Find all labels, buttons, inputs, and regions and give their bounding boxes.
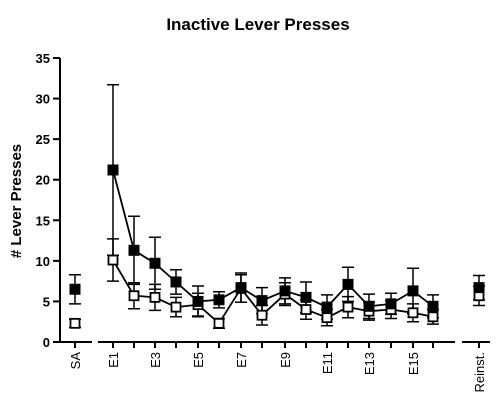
series-2-point	[256, 309, 268, 321]
series-1-point	[149, 257, 161, 269]
x-tick-label: Reinst.	[472, 352, 487, 392]
y-tick-label: 20	[36, 173, 50, 188]
x-tick-label: E3	[148, 352, 163, 368]
series-1-point	[279, 285, 291, 297]
series-1-point	[69, 283, 81, 295]
y-tick-label: 5	[43, 294, 50, 309]
series-1-point	[342, 278, 354, 290]
series-lines	[112, 169, 434, 325]
series-1-point	[235, 282, 247, 294]
y-axis-label: # Lever Presses	[8, 144, 25, 258]
x-tick-label: E7	[234, 352, 249, 368]
series-1-point	[213, 294, 225, 306]
series-1-point	[385, 298, 397, 310]
series-1-point	[192, 295, 204, 307]
y-ticks: 0 5 10 15 20 25 30 35	[36, 51, 60, 350]
series-1-point	[300, 291, 312, 303]
series-1-line	[112, 169, 434, 309]
x-tick-label: E5	[191, 352, 206, 368]
y-tick-label: 15	[36, 213, 50, 228]
x-ticks: SA E1 E3 E5 E7 E9 E11 E13 E15 Reinst.	[68, 342, 487, 392]
x-tick-label: E1	[106, 352, 121, 368]
series-2-point	[213, 317, 225, 329]
series-2-point	[407, 307, 419, 319]
x-tick-label: E11	[320, 352, 335, 374]
data-points	[69, 164, 485, 329]
series-2-point	[149, 291, 161, 303]
x-tick-label: E15	[406, 352, 421, 375]
series-2-line	[112, 259, 434, 325]
series-1-point	[170, 276, 182, 288]
series-1-point	[321, 301, 333, 313]
series-2-point	[300, 304, 312, 315]
series-2-point	[69, 317, 81, 329]
series-2-point	[128, 290, 140, 302]
x-tick-label: SA	[68, 352, 83, 370]
y-tick-label: 25	[36, 132, 50, 147]
axes	[59, 58, 490, 343]
series-1-point	[407, 285, 419, 297]
series-1-point	[473, 282, 485, 294]
series-1-point	[107, 164, 119, 176]
x-tick-label: E13	[362, 352, 377, 375]
chart-title: Inactive Lever Presses	[166, 15, 349, 34]
series-2-point	[321, 312, 333, 324]
y-tick-label: 0	[43, 335, 50, 350]
series-1-point	[363, 300, 375, 312]
series-1-point	[256, 295, 268, 307]
y-tick-label: 35	[36, 51, 50, 66]
y-tick-label: 10	[36, 254, 50, 269]
series-1-point	[427, 300, 439, 312]
x-tick-label: E9	[278, 352, 293, 368]
series-2-point	[342, 301, 354, 313]
series-2-point	[170, 301, 182, 313]
series-2-point	[427, 311, 439, 323]
series-1-point	[128, 244, 140, 256]
series-2-point	[107, 254, 119, 266]
y-tick-label: 30	[36, 92, 50, 107]
